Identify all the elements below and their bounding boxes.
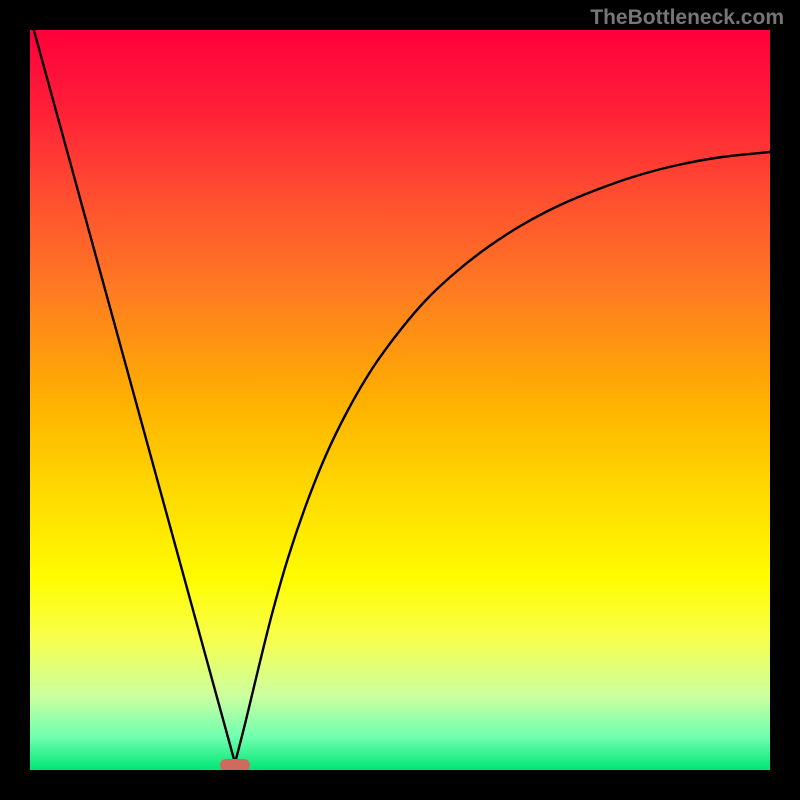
chart-container: { "meta": { "watermark_text": "TheBottle… <box>0 0 800 800</box>
chart-frame <box>0 0 800 800</box>
watermark-text: TheBottleneck.com <box>590 6 784 30</box>
